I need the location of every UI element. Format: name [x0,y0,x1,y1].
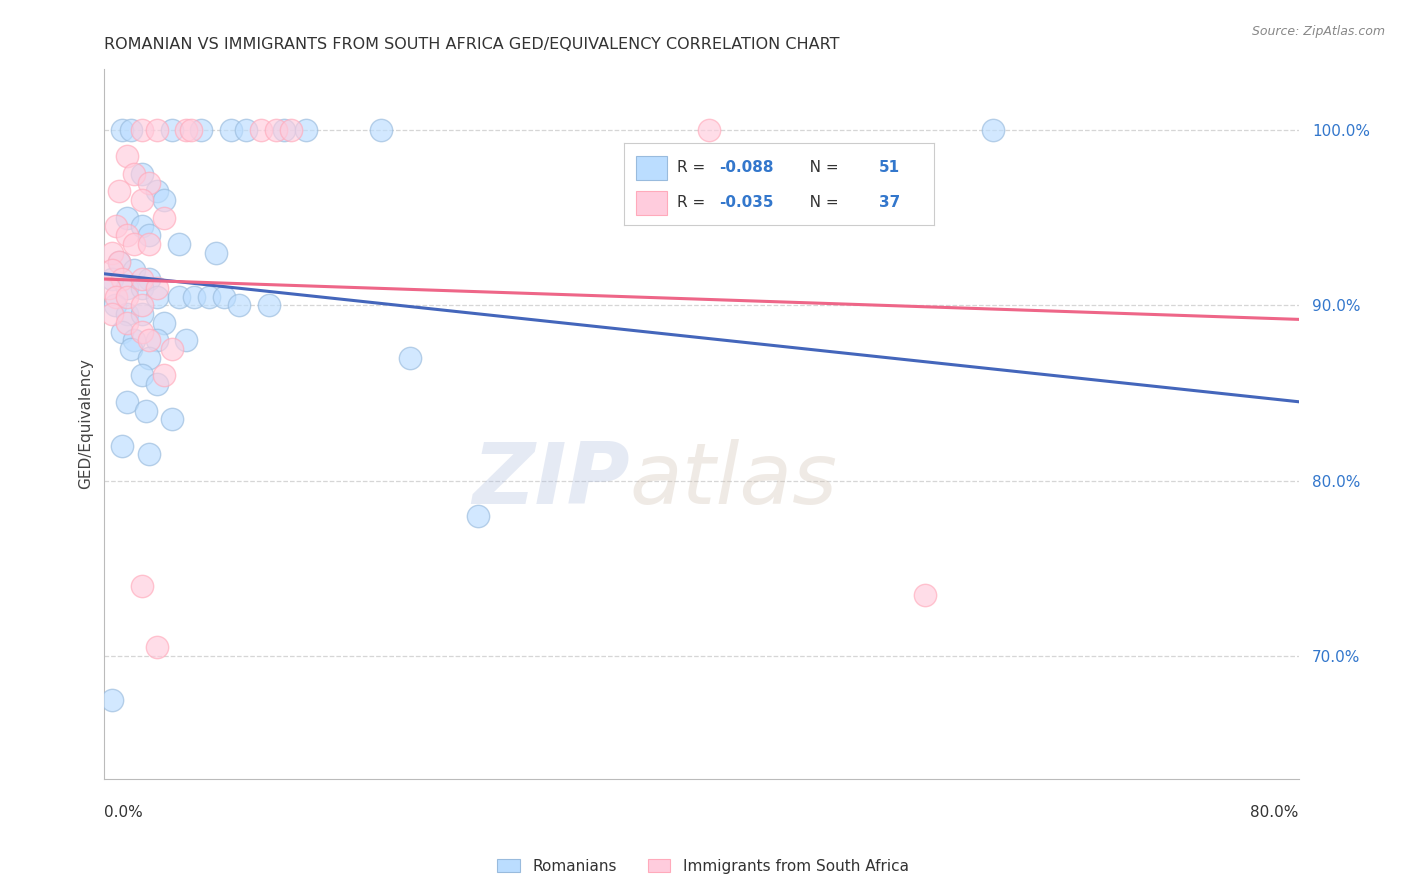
Point [138,351,160,365]
Point [697,123,720,137]
Y-axis label: GED/Equivalency: GED/Equivalency [79,359,93,489]
Point [399,351,422,365]
Point [180,123,202,137]
Point [228,298,250,312]
Point [105,290,128,304]
Point [135,403,157,417]
Point [264,123,287,137]
Point [138,334,160,348]
Point [131,167,153,181]
Point [111,325,134,339]
Legend: Romanians, Immigrants from South Africa: Romanians, Immigrants from South Africa [491,853,915,880]
Point [115,149,138,163]
Point [914,588,936,602]
Text: 0.0%: 0.0% [104,805,143,820]
Point [120,123,142,137]
Point [153,368,176,383]
Point [273,123,295,137]
Point [111,123,134,137]
Point [97,281,120,295]
Point [131,325,153,339]
Point [250,123,273,137]
Point [111,272,134,286]
Point [138,447,160,461]
Point [131,193,153,207]
Point [176,123,198,137]
Point [138,228,160,243]
Point [115,281,138,295]
Point [153,211,176,225]
Point [235,123,257,137]
Point [131,272,153,286]
Point [198,290,221,304]
Point [183,290,205,304]
Point [108,254,131,268]
Point [257,298,280,312]
Point [115,394,138,409]
Point [115,211,138,225]
Point [115,316,138,330]
Point [295,123,318,137]
Point [101,245,124,260]
Point [101,263,124,277]
Point [131,219,153,234]
Point [105,219,128,234]
Point [160,123,183,137]
Point [122,167,145,181]
Point [115,290,138,304]
Point [145,377,167,392]
Point [153,193,176,207]
Point [212,290,235,304]
Point [981,123,1004,137]
Point [190,123,212,137]
Point [138,272,160,286]
Point [138,176,160,190]
Point [167,290,190,304]
Point [205,245,228,260]
Point [145,334,167,348]
Text: Source: ZipAtlas.com: Source: ZipAtlas.com [1251,25,1385,38]
Point [120,342,142,356]
Text: ROMANIAN VS IMMIGRANTS FROM SOUTH AFRICA GED/EQUIVALENCY CORRELATION CHART: ROMANIAN VS IMMIGRANTS FROM SOUTH AFRICA… [104,37,839,53]
Point [145,640,167,654]
Point [370,123,392,137]
Point [280,123,302,137]
Point [167,237,190,252]
Point [145,281,167,295]
Point [122,263,145,277]
Point [101,272,124,286]
Point [122,237,145,252]
Point [176,334,198,348]
Point [101,692,124,706]
Point [153,316,176,330]
Point [131,307,153,321]
Point [145,123,167,137]
Text: atlas: atlas [630,439,838,522]
Point [160,342,183,356]
Point [467,508,489,523]
Point [145,290,167,304]
Point [219,123,242,137]
Point [115,307,138,321]
Point [131,579,153,593]
Point [145,185,167,199]
Point [131,123,153,137]
Point [122,334,145,348]
Text: ZIP: ZIP [472,439,630,522]
Point [108,185,131,199]
Point [111,439,134,453]
Point [131,298,153,312]
Point [131,368,153,383]
Text: 80.0%: 80.0% [1250,805,1299,820]
Point [138,237,160,252]
Point [160,412,183,426]
Point [104,298,127,312]
Point [108,254,131,268]
Point [115,228,138,243]
Point [131,281,153,295]
Point [101,307,124,321]
